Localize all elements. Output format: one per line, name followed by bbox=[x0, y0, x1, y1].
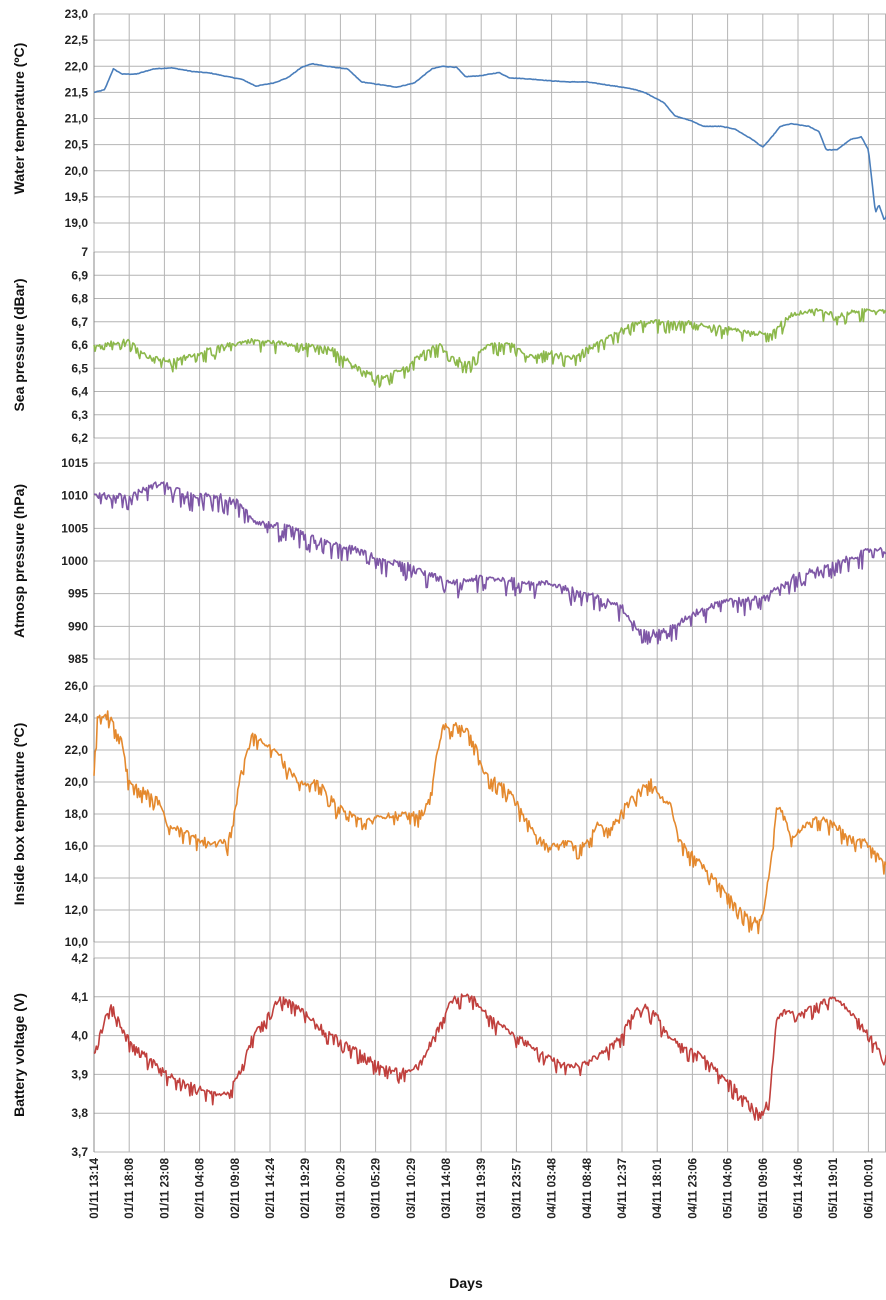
x-tick-label: 02/11 19:29 bbox=[300, 1158, 312, 1219]
y-tick-label: 3,9 bbox=[71, 1067, 88, 1081]
x-tick-label: 04/11 23:06 bbox=[687, 1158, 699, 1219]
panel-5: 3,7 3,8 3,9 4,0 4,1 4,2 Battery voltage (V) bbox=[11, 951, 886, 1159]
x-tick-label: 03/11 23:57 bbox=[511, 1158, 523, 1219]
y-tick-label: 1010 bbox=[61, 489, 88, 503]
y-axis-label: Sea pressure (dBar) bbox=[11, 278, 27, 411]
series-line bbox=[93, 62, 886, 220]
y-tick-label: 20,5 bbox=[65, 138, 89, 152]
x-tick-label: 06/11 00:01 bbox=[863, 1157, 875, 1218]
y-tick-label: 3,7 bbox=[71, 1145, 88, 1159]
x-tick-label: 01/11 23:08 bbox=[159, 1157, 171, 1218]
y-tick-label: 24,0 bbox=[65, 711, 89, 725]
y-tick-label: 3,8 bbox=[71, 1106, 88, 1120]
x-tick-label: 01/11 13:14 bbox=[89, 1157, 101, 1218]
y-tick-label: 26,0 bbox=[65, 679, 89, 693]
x-tick-label: 03/11 10:29 bbox=[406, 1158, 418, 1219]
x-tick-label: 03/11 19:39 bbox=[476, 1158, 488, 1219]
y-tick-label: 21,5 bbox=[65, 85, 89, 99]
y-tick-label: 995 bbox=[68, 587, 88, 601]
series-line bbox=[93, 307, 886, 388]
x-tick-label: 04/11 08:48 bbox=[582, 1157, 594, 1218]
x-tick-label: 05/11 14:06 bbox=[793, 1158, 805, 1219]
y-axis-label: Battery voltage (V) bbox=[11, 993, 27, 1117]
series-line bbox=[93, 710, 886, 935]
x-tick-label: 03/11 05:29 bbox=[371, 1158, 383, 1219]
x-tick-label: 04/11 03:48 bbox=[547, 1157, 559, 1218]
x-tick-label: 02/11 14:24 bbox=[265, 1157, 277, 1218]
y-tick-label: 19,0 bbox=[65, 216, 89, 230]
panel-3: 985 990 995 1000 1005 1010 1015 Atmosp pressure… bbox=[11, 456, 886, 666]
y-axis-label: Water temperature (ºC) bbox=[11, 43, 27, 195]
y-tick-label: 22,5 bbox=[65, 33, 89, 47]
x-axis-label: Days bbox=[449, 1275, 483, 1291]
y-tick-label: 4,0 bbox=[71, 1029, 88, 1043]
y-tick-label: 1015 bbox=[61, 456, 88, 470]
y-tick-label: 6,6 bbox=[71, 338, 88, 352]
y-tick-label: 12,0 bbox=[65, 903, 89, 917]
panel-4: 10,0 12,0 14,0 16,0 18,0 20,0 22,0 24,0 26,0 Insi… bbox=[11, 679, 886, 949]
x-tick-label: 04/11 12:37 bbox=[617, 1158, 629, 1219]
y-tick-label: 6,7 bbox=[71, 315, 88, 329]
y-tick-label: 6,2 bbox=[71, 431, 88, 445]
x-tick-label: 02/11 09:08 bbox=[230, 1157, 242, 1218]
y-tick-label: 4,2 bbox=[71, 951, 88, 965]
y-tick-label: 21,0 bbox=[65, 112, 89, 126]
y-tick-label: 6,8 bbox=[71, 292, 88, 306]
x-tick-label: 03/11 00:29 bbox=[335, 1158, 347, 1219]
y-tick-label: 20,0 bbox=[65, 164, 89, 178]
x-tick-label: 05/11 19:01 bbox=[828, 1157, 840, 1218]
y-tick-label: 6,5 bbox=[71, 361, 88, 375]
y-tick-label: 6,9 bbox=[71, 268, 88, 282]
y-tick-label: 7 bbox=[81, 245, 88, 259]
x-tick-label: 02/11 04:08 bbox=[195, 1157, 207, 1218]
y-tick-label: 16,0 bbox=[65, 839, 89, 853]
y-axis-label: Inside box temperature (ºC) bbox=[11, 723, 27, 905]
y-tick-label: 23,0 bbox=[65, 7, 89, 21]
y-tick-label: 18,0 bbox=[65, 807, 89, 821]
y-tick-label: 990 bbox=[68, 619, 88, 633]
panel-1: 19,0 19,5 20,0 20,5 21,0 21,5 22,0 22,5 23,0 Wate… bbox=[11, 7, 886, 230]
y-axis-label: Atmosp pressure (hPa) bbox=[11, 484, 27, 638]
x-tick-label: 04/11 18:01 bbox=[652, 1157, 664, 1218]
y-tick-label: 19,5 bbox=[65, 190, 89, 204]
series-line bbox=[93, 481, 886, 645]
y-tick-label: 10,0 bbox=[65, 935, 89, 949]
y-tick-label: 22,0 bbox=[65, 59, 89, 73]
y-tick-label: 20,0 bbox=[65, 775, 89, 789]
y-tick-label: 6,3 bbox=[71, 408, 88, 422]
series-line bbox=[93, 993, 886, 1121]
x-tick-label: 03/11 14:08 bbox=[441, 1157, 453, 1218]
x-tick-label: 01/11 18:08 bbox=[124, 1157, 136, 1218]
y-tick-label: 14,0 bbox=[65, 871, 89, 885]
y-tick-label: 985 bbox=[68, 652, 88, 666]
y-tick-label: 1005 bbox=[61, 521, 88, 535]
panel-2: 6,2 6,3 6,4 6,5 6,6 6,7 6,8 6,9 7 Sea pressure (d… bbox=[11, 245, 886, 445]
y-tick-label: 1000 bbox=[61, 554, 88, 568]
y-tick-label: 6,4 bbox=[71, 385, 88, 399]
x-tick-label: 05/11 04:06 bbox=[723, 1158, 735, 1219]
x-tick-label: 05/11 09:06 bbox=[758, 1158, 770, 1219]
y-tick-label: 4,1 bbox=[71, 990, 88, 1004]
y-tick-label: 22,0 bbox=[65, 743, 89, 757]
